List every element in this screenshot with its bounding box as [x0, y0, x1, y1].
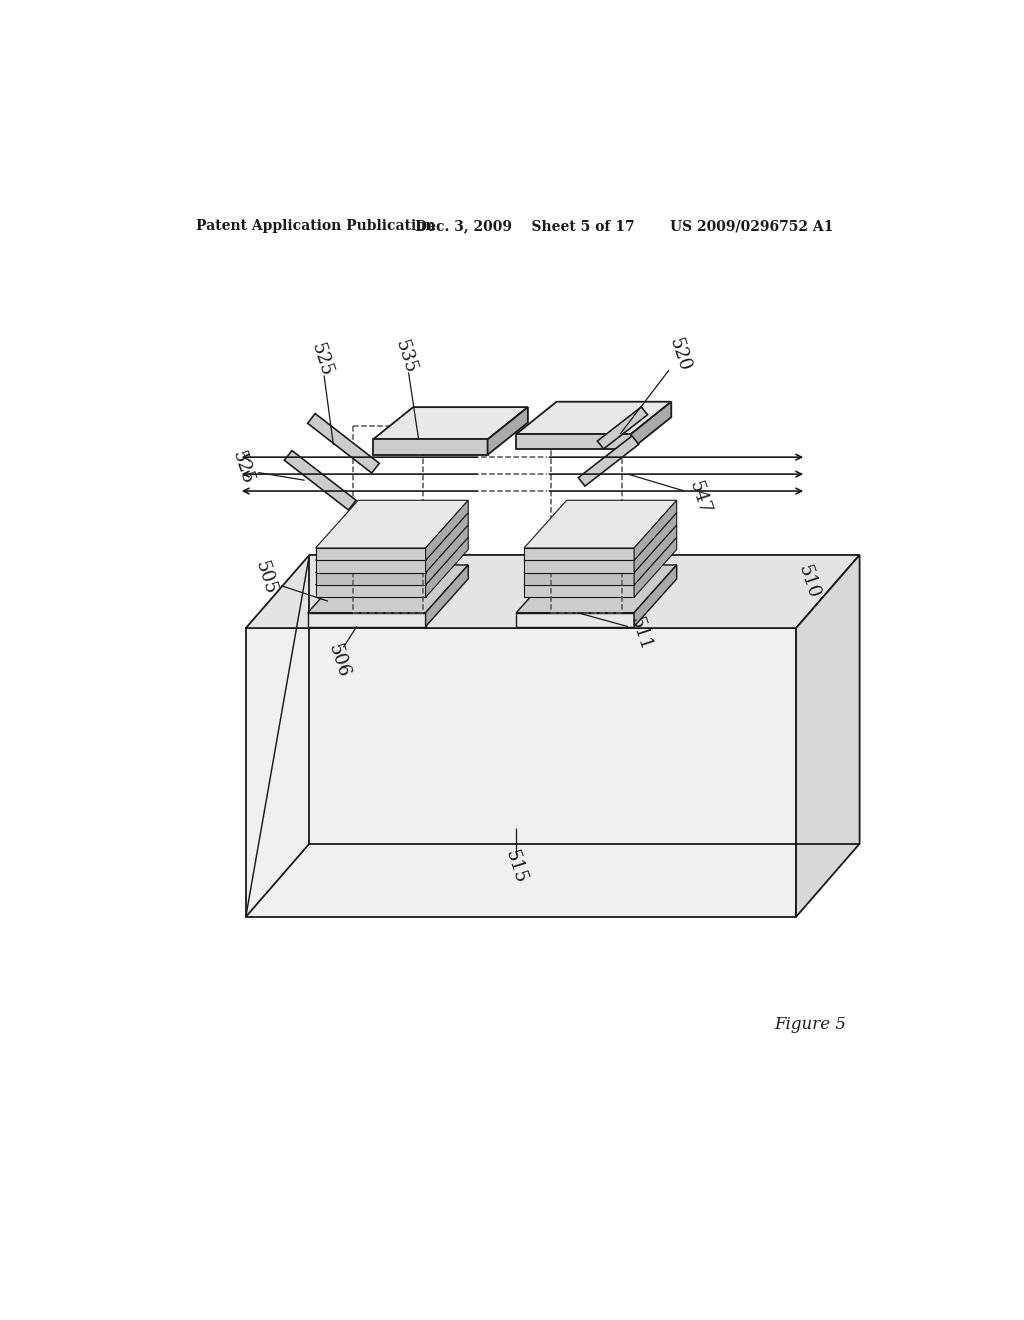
Polygon shape [285, 450, 356, 510]
Polygon shape [524, 573, 634, 585]
Polygon shape [315, 585, 426, 598]
Polygon shape [315, 512, 468, 561]
Polygon shape [524, 500, 677, 548]
Polygon shape [308, 565, 468, 612]
Text: 525: 525 [229, 449, 257, 487]
Polygon shape [631, 401, 672, 449]
Polygon shape [426, 525, 468, 585]
Text: US 2009/0296752 A1: US 2009/0296752 A1 [671, 219, 834, 234]
Text: 510: 510 [795, 562, 822, 601]
Polygon shape [315, 537, 468, 585]
Polygon shape [516, 401, 672, 434]
Polygon shape [315, 561, 426, 573]
Polygon shape [516, 565, 677, 612]
Polygon shape [315, 548, 426, 561]
Polygon shape [579, 436, 639, 486]
Polygon shape [634, 500, 677, 561]
Polygon shape [308, 612, 426, 627]
Polygon shape [307, 413, 379, 473]
Polygon shape [315, 525, 468, 573]
Text: 511: 511 [627, 615, 655, 653]
Polygon shape [315, 573, 426, 585]
Polygon shape [426, 500, 468, 561]
Polygon shape [524, 537, 677, 585]
Polygon shape [426, 537, 468, 598]
Polygon shape [524, 585, 634, 598]
Polygon shape [524, 525, 677, 573]
Text: 547: 547 [686, 478, 714, 516]
Polygon shape [597, 407, 647, 449]
Text: 520: 520 [666, 335, 693, 374]
Text: 505: 505 [252, 558, 280, 597]
Polygon shape [246, 554, 859, 628]
Polygon shape [524, 512, 677, 561]
Polygon shape [315, 500, 468, 548]
Polygon shape [487, 407, 528, 455]
Text: 506: 506 [325, 642, 352, 680]
Polygon shape [634, 525, 677, 585]
Text: 525: 525 [308, 341, 336, 379]
Text: Dec. 3, 2009    Sheet 5 of 17: Dec. 3, 2009 Sheet 5 of 17 [415, 219, 635, 234]
Polygon shape [373, 407, 528, 440]
Polygon shape [634, 565, 677, 627]
Text: 515: 515 [502, 847, 529, 886]
Polygon shape [373, 440, 487, 455]
Polygon shape [426, 565, 468, 627]
Polygon shape [426, 512, 468, 573]
Polygon shape [516, 612, 634, 627]
Polygon shape [524, 548, 634, 561]
Polygon shape [634, 512, 677, 573]
Polygon shape [246, 628, 796, 917]
Polygon shape [634, 537, 677, 598]
Polygon shape [524, 561, 634, 573]
Polygon shape [516, 434, 631, 449]
Text: 535: 535 [391, 338, 419, 376]
Text: Patent Application Publication: Patent Application Publication [197, 219, 436, 234]
Polygon shape [796, 554, 859, 917]
Text: Figure 5: Figure 5 [774, 1016, 846, 1034]
